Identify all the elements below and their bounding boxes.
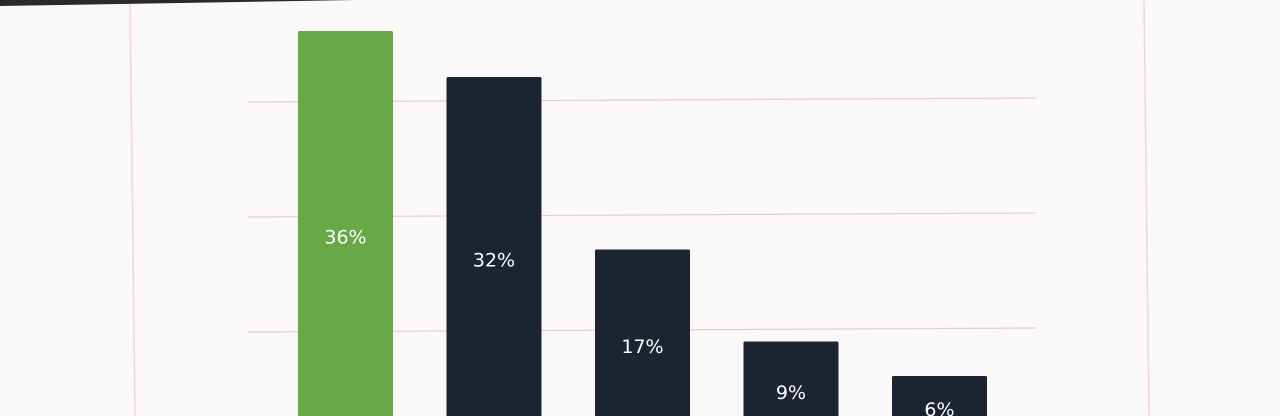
value-label: 6% <box>924 399 954 416</box>
bar <box>743 341 839 416</box>
frame-line <box>1143 0 1150 416</box>
bar <box>446 77 542 416</box>
frame-line <box>129 0 136 416</box>
value-label: 9% <box>776 382 806 404</box>
top-edge <box>0 0 355 6</box>
value-label: 17% <box>621 336 663 358</box>
bar <box>298 31 393 416</box>
bar <box>892 376 987 416</box>
value-label: 32% <box>473 250 515 272</box>
value-label: 36% <box>324 227 366 249</box>
bar <box>595 249 690 416</box>
